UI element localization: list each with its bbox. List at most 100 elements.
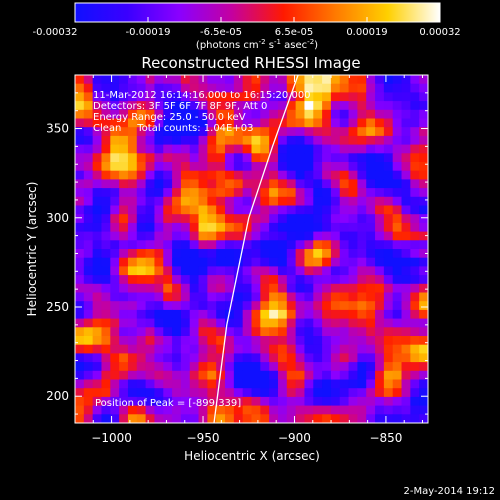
- heatmap-cell: [304, 257, 314, 267]
- heatmap-cell: [339, 414, 350, 423]
- heatmap-cell: [419, 101, 428, 111]
- heatmap-cell: [304, 196, 314, 207]
- heatmap-cell: [322, 162, 332, 172]
- heatmap-cell: [189, 101, 200, 111]
- heatmap-cell: [419, 327, 428, 337]
- heatmap-cell: [251, 344, 261, 354]
- heatmap-cell: [277, 370, 288, 381]
- heatmap-cell: [119, 388, 129, 398]
- heatmap-cell: [145, 170, 156, 180]
- heatmap-cell: [410, 327, 420, 337]
- heatmap-cell: [154, 231, 164, 241]
- heatmap-cell: [286, 127, 297, 137]
- heatmap-cell: [330, 379, 341, 389]
- heatmap-cell: [189, 92, 200, 102]
- heatmap-cell: [233, 222, 244, 233]
- heatmap-cell: [313, 301, 323, 311]
- heatmap-cell: [383, 240, 394, 250]
- heatmap-cell: [233, 362, 244, 372]
- heatmap-cell: [145, 153, 156, 163]
- heatmap-cell: [163, 396, 173, 407]
- heatmap-cell: [339, 179, 350, 189]
- heatmap-cell: [233, 309, 244, 320]
- heatmap-cell: [119, 362, 129, 372]
- peak-position-label: Position of Peak = [-899,339]: [95, 398, 241, 409]
- heatmap-cell: [348, 127, 358, 137]
- heatmap-cell: [383, 318, 394, 328]
- heatmap-cell: [313, 231, 323, 241]
- heatmap-cell: [304, 127, 314, 137]
- heatmap-cell: [75, 405, 85, 415]
- heatmap-cell: [251, 92, 261, 102]
- heatmap-cell: [136, 336, 147, 346]
- heatmap-cell: [127, 196, 138, 207]
- heatmap-cell: [233, 301, 244, 311]
- heatmap-cell: [383, 144, 394, 154]
- heatmap-cell: [366, 153, 376, 163]
- heatmap-cell: [322, 257, 332, 267]
- heatmap-cell: [348, 362, 358, 372]
- heatmap-cell: [383, 388, 394, 398]
- heatmap-cell: [119, 179, 129, 189]
- heatmap-cell: [225, 92, 235, 102]
- heatmap-cell: [330, 388, 341, 398]
- heatmap-cell: [242, 414, 253, 423]
- heatmap-cell: [410, 309, 420, 320]
- heatmap-cell: [295, 92, 306, 102]
- heatmap-cell: [401, 353, 411, 363]
- heatmap-cell: [136, 162, 147, 172]
- heatmap-cell: [251, 318, 261, 328]
- heatmap-cell: [357, 144, 367, 154]
- heatmap-cell: [180, 275, 191, 285]
- heatmap-cell: [136, 257, 147, 267]
- heatmap-cell: [145, 283, 156, 294]
- heatmap-cell: [304, 327, 314, 337]
- heatmap-cell: [101, 249, 111, 259]
- heatmap-cell: [145, 379, 156, 389]
- heatmap-cell: [92, 370, 103, 381]
- heatmap-cell: [180, 266, 191, 276]
- heatmap-cell: [366, 327, 376, 337]
- heatmap-cell: [375, 336, 385, 346]
- colorbar: -0.00032 -0.00019 -6.5e-05 6.5e-05 0.000…: [33, 2, 461, 51]
- heatmap-cell: [225, 240, 235, 250]
- heatmap-cell: [110, 309, 120, 320]
- heatmap-cell: [83, 327, 94, 337]
- heatmap-cell: [410, 118, 420, 128]
- heatmap-cell: [330, 188, 341, 198]
- heatmap-cell: [357, 388, 367, 398]
- heatmap-cell: [286, 396, 297, 407]
- heatmap-cell: [277, 292, 288, 302]
- heatmap-cell: [189, 257, 200, 267]
- heatmap-cell: [207, 396, 217, 407]
- heatmap-cell: [216, 370, 226, 381]
- heatmap-cell: [410, 405, 420, 415]
- heatmap-cell: [83, 301, 94, 311]
- heatmap-cell: [136, 188, 147, 198]
- y-tick-label: 200: [46, 389, 69, 403]
- heatmap-cell: [127, 109, 138, 120]
- heatmap-cell: [83, 388, 94, 398]
- heatmap-cell: [392, 292, 403, 302]
- heatmap-cell: [401, 214, 411, 224]
- heatmap-cell: [207, 414, 217, 423]
- heatmap-cell: [269, 205, 279, 215]
- heatmap-cell: [357, 153, 367, 163]
- heatmap-cell: [242, 362, 253, 372]
- heatmap-cell: [180, 109, 191, 120]
- heatmap-cell: [101, 135, 111, 146]
- heatmap-cell: [269, 170, 279, 180]
- heatmap-cell: [83, 205, 94, 215]
- heatmap-cell: [119, 309, 129, 320]
- heatmap-cell: [295, 405, 306, 415]
- heatmap-cell: [233, 283, 244, 294]
- heatmap-cell: [136, 344, 147, 354]
- heatmap-cell: [260, 144, 270, 154]
- heatmap-cell: [101, 162, 111, 172]
- heatmap-cell: [75, 396, 85, 407]
- heatmap-cell: [83, 153, 94, 163]
- heatmap-cell: [269, 196, 279, 207]
- heatmap-cell: [172, 344, 182, 354]
- heatmap-cell: [75, 336, 85, 346]
- heatmap-cell: [207, 109, 217, 120]
